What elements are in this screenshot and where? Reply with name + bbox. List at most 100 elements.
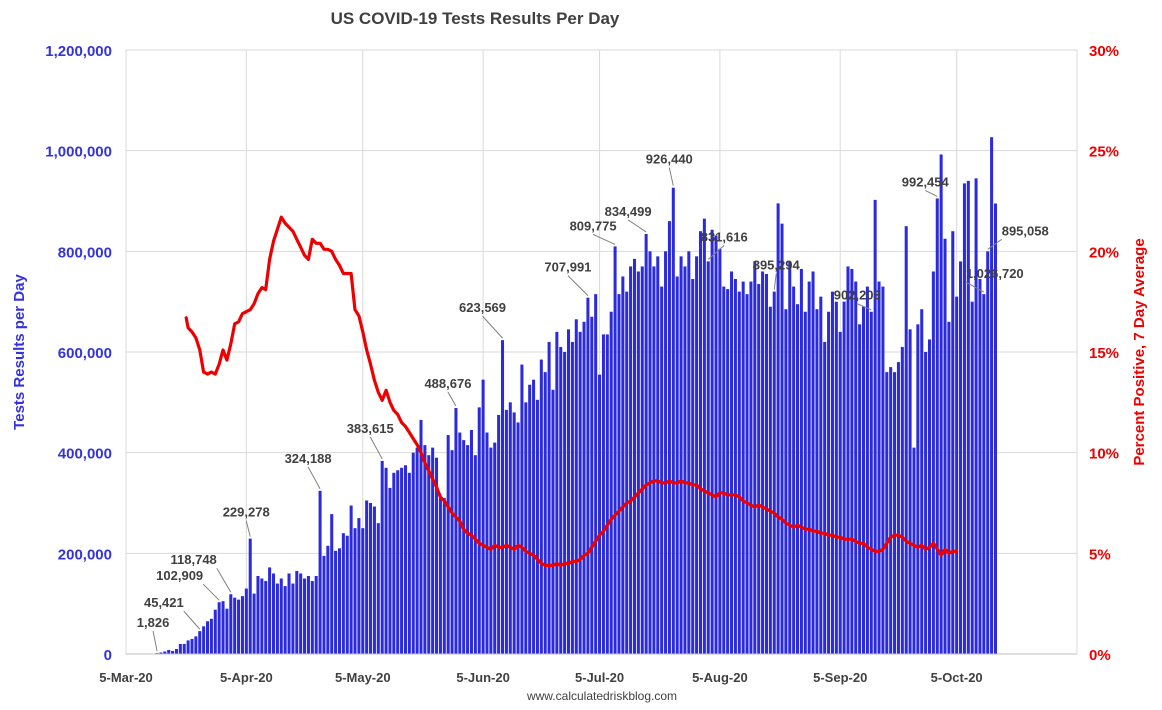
bar [710, 229, 714, 654]
bar [629, 266, 633, 654]
bar [423, 445, 427, 654]
bar [225, 608, 229, 654]
bar [823, 341, 827, 654]
bar [632, 258, 637, 654]
annotation-label: 895,058 [1002, 223, 1049, 238]
annotation-leader [447, 391, 457, 407]
bar [396, 470, 400, 654]
bar [178, 643, 182, 654]
bar [908, 329, 912, 654]
annotation-label: 488,676 [424, 376, 471, 391]
annotation-leader [627, 219, 647, 233]
bar [924, 352, 928, 654]
bar [497, 414, 501, 654]
bar [431, 447, 435, 654]
bar [248, 538, 252, 654]
bar [535, 399, 539, 654]
bar [372, 506, 376, 654]
bar [217, 602, 221, 654]
bar [617, 294, 621, 654]
bar [570, 341, 574, 654]
bar [799, 268, 803, 654]
annotation-label: 831,616 [701, 229, 748, 244]
bar [438, 497, 442, 654]
y2-tick-label: 5% [1089, 546, 1111, 563]
y2-tick-label: 25% [1089, 144, 1119, 161]
bar [691, 279, 695, 654]
bar [256, 575, 260, 654]
x-tick-label: 5-Jul-20 [575, 670, 624, 685]
bar [275, 583, 279, 654]
bar [660, 286, 664, 654]
annotation-leader [183, 610, 201, 630]
bar [935, 198, 939, 654]
bar [279, 578, 283, 654]
source-credit: www.calculatedriskblog.com [526, 689, 677, 703]
bar [854, 281, 858, 654]
bar [268, 567, 272, 654]
bar [784, 309, 788, 654]
bar [221, 601, 225, 654]
bar [788, 261, 792, 654]
bar [419, 419, 423, 654]
bar [966, 180, 970, 654]
bar [667, 221, 671, 654]
bar [566, 329, 571, 654]
bar [803, 311, 807, 654]
bar [411, 452, 415, 654]
annotation-leader [707, 245, 725, 260]
bar [807, 281, 811, 654]
bar [380, 460, 384, 654]
bar [931, 271, 935, 654]
bar [361, 528, 365, 654]
bar [889, 367, 893, 654]
annotation-leader [592, 233, 616, 245]
bar [792, 286, 796, 654]
bar [182, 643, 186, 654]
bar [555, 331, 559, 654]
bar [260, 578, 264, 654]
bar [877, 281, 881, 654]
bar [640, 266, 644, 654]
y-tick-label: 1,000,000 [45, 144, 112, 161]
bar [578, 331, 582, 654]
bar [780, 223, 784, 654]
bar [893, 372, 897, 654]
bar [753, 261, 757, 654]
x-tick-label: 5-May-20 [335, 670, 391, 685]
y2-axis-title: Percent Positive, 7 Day Average [1131, 238, 1148, 465]
bar [326, 545, 330, 654]
bar [978, 279, 982, 654]
y2-tick-label: 0% [1089, 647, 1111, 664]
bar [287, 573, 291, 654]
bar [501, 340, 505, 654]
y-tick-label: 600,000 [58, 345, 112, 362]
bar [520, 364, 524, 654]
bar [403, 465, 407, 654]
bar [861, 306, 866, 654]
bar [815, 309, 819, 654]
bar [850, 268, 854, 654]
annotation-label: 1,826 [137, 615, 170, 630]
bar [706, 261, 710, 654]
bar [477, 407, 481, 654]
bar [605, 334, 609, 654]
x-tick-label: 5-Jun-20 [456, 670, 509, 685]
bar [388, 487, 392, 654]
bar [761, 271, 765, 654]
annotation-leader [369, 436, 383, 460]
annotation-leader [202, 583, 220, 601]
bar [590, 316, 594, 654]
annotation-leader [773, 273, 777, 290]
bar [264, 581, 268, 654]
bar [206, 621, 210, 654]
bar [830, 291, 834, 654]
bar [900, 346, 904, 654]
bar [485, 432, 489, 654]
bar [962, 183, 966, 654]
bar [598, 374, 602, 654]
bar [237, 599, 241, 654]
